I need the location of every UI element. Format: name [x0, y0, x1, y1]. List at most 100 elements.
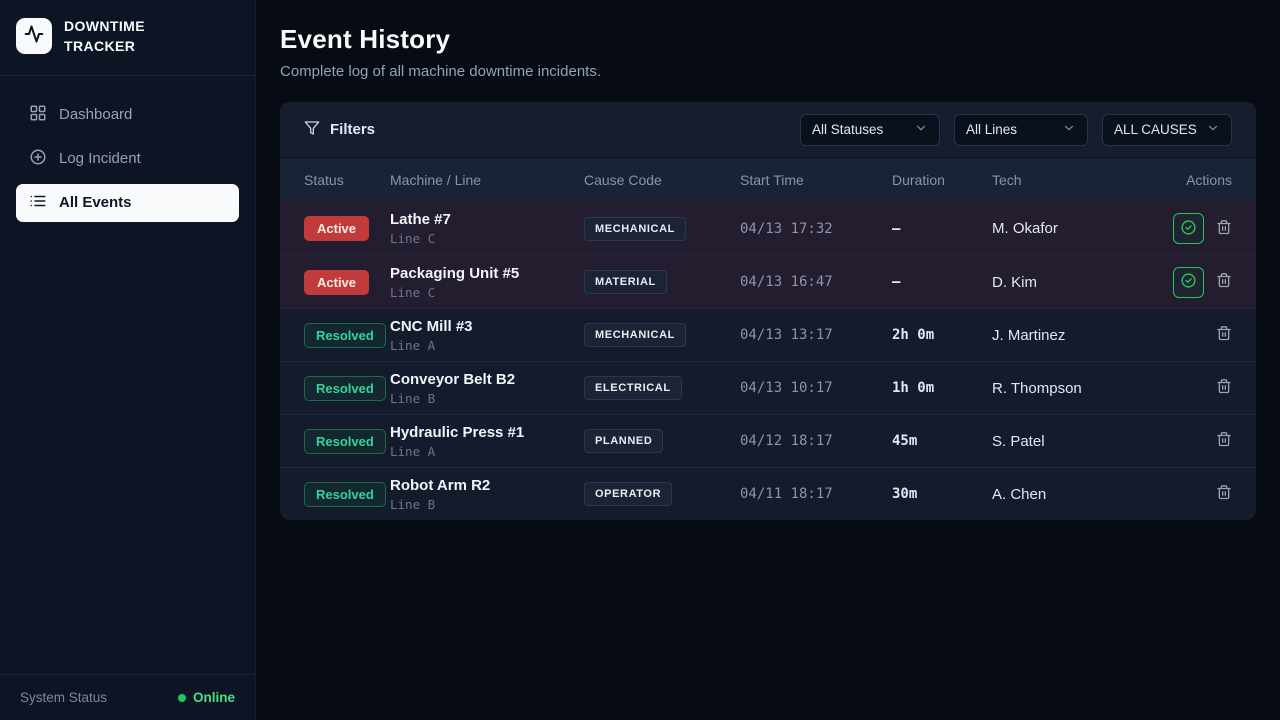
tech-name: D. Kim	[992, 273, 1037, 291]
chevron-down-icon	[1062, 121, 1076, 138]
machine-cell: Robot Arm R2 Line B	[390, 477, 584, 512]
plus-circle-icon	[29, 148, 47, 170]
status-badge: Resolved	[304, 428, 386, 454]
chevron-down-icon	[914, 121, 928, 138]
machine-line: Line C	[390, 284, 436, 300]
column-header-start: Start Time	[740, 172, 804, 188]
machine-name: Packaging Unit #5	[390, 264, 520, 282]
delete-button[interactable]	[1216, 484, 1232, 504]
page-subtitle: Complete log of all machine downtime inc…	[280, 63, 601, 80]
system-status-bar: System Status Online	[0, 674, 255, 720]
cause-code-badge: MECHANICAL	[584, 323, 686, 347]
status-badge: Resolved	[304, 322, 386, 348]
table-row: Resolved Hydraulic Press #1 Line A PLANN…	[280, 414, 1256, 467]
tech-name: A. Chen	[992, 485, 1047, 503]
table-row: Resolved Conveyor Belt B2 Line B ELECTRI…	[280, 361, 1256, 414]
cause-code-badge: ELECTRICAL	[584, 376, 682, 400]
cause-filter-select[interactable]: ALL CAUSES	[1102, 113, 1232, 146]
duration: 30m	[892, 486, 918, 502]
trash-icon	[1216, 484, 1232, 504]
main-content: Event History Complete log of all machin…	[256, 0, 1280, 720]
status-badge: Active	[304, 269, 370, 295]
start-time: 04/13 13:17	[740, 327, 833, 343]
duration: –	[892, 220, 901, 237]
tech-name: J. Martinez	[992, 326, 1066, 344]
online-status-badge: Online	[177, 690, 235, 705]
trash-icon	[1216, 272, 1232, 292]
cause-cell: PLANNED	[584, 429, 740, 453]
delete-button[interactable]	[1216, 219, 1232, 239]
tech-name: R. Thompson	[992, 379, 1082, 397]
cause-code-badge: MECHANICAL	[584, 216, 686, 241]
column-header-status: Status	[304, 172, 344, 188]
actions-cell	[1140, 325, 1232, 345]
sidebar-item-log-incident[interactable]: Log Incident	[16, 140, 239, 178]
actions-cell	[1140, 431, 1232, 451]
table-header: Status Machine / Line Cause Code Start T…	[280, 158, 1256, 202]
resolve-button[interactable]	[1173, 266, 1204, 298]
status-cell: Resolved	[304, 322, 390, 348]
online-dot-icon	[177, 693, 186, 702]
trash-icon	[1216, 325, 1232, 345]
events-card: Filters All Statuses All Lines ALL CAUSE…	[280, 102, 1256, 520]
sidebar-item-label: Log Incident	[59, 150, 141, 168]
app-title: DOWNTIME TRACKER	[64, 18, 145, 55]
machine-name: Hydraulic Press #1	[390, 423, 525, 441]
sidebar-item-label: All Events	[59, 194, 132, 212]
column-header-cause: Cause Code	[584, 172, 662, 188]
machine-line: Line B	[390, 496, 436, 512]
delete-button[interactable]	[1216, 431, 1232, 451]
line-filter-select[interactable]: All Lines	[954, 113, 1088, 146]
sidebar: DOWNTIME TRACKER Dashboard Log Incident …	[0, 0, 256, 720]
check-circle-icon	[1180, 272, 1197, 292]
resolve-button[interactable]	[1173, 213, 1204, 244]
brand: DOWNTIME TRACKER	[0, 0, 255, 76]
actions-cell	[1140, 484, 1232, 504]
cause-cell: OPERATOR	[584, 482, 740, 506]
filter-controls: All Statuses All Lines ALL CAUSES	[800, 113, 1232, 146]
sidebar-item-all-events[interactable]: All Events	[16, 183, 239, 222]
machine-line: Line A	[390, 337, 436, 353]
machine-name: Robot Arm R2	[390, 476, 491, 494]
machine-cell: Lathe #7 Line C	[390, 211, 584, 246]
status-cell: Resolved	[304, 375, 390, 401]
column-header-actions: Actions	[1186, 172, 1232, 188]
duration: 1h 0m	[892, 380, 935, 396]
cause-cell: ELECTRICAL	[584, 376, 740, 400]
machine-name: CNC Mill #3	[390, 317, 473, 335]
trash-icon	[1216, 378, 1232, 398]
actions-cell	[1140, 213, 1232, 244]
actions-cell	[1140, 266, 1232, 298]
delete-button[interactable]	[1216, 272, 1232, 292]
activity-pulse-icon	[24, 24, 44, 49]
system-status-label: System Status	[20, 690, 108, 705]
sidebar-nav: Dashboard Log Incident All Events	[0, 96, 255, 222]
column-header-machine: Machine / Line	[390, 172, 482, 188]
funnel-icon	[304, 120, 320, 140]
table-row: Resolved CNC Mill #3 Line A MECHANICAL 0…	[280, 308, 1256, 361]
status-cell: Active	[304, 269, 390, 295]
status-filter-select[interactable]: All Statuses	[800, 113, 940, 146]
delete-button[interactable]	[1216, 378, 1232, 398]
dashboard-grid-icon	[29, 104, 47, 126]
tech-name: S. Patel	[992, 432, 1045, 450]
table-body: Active Lathe #7 Line C MECHANICAL 04/13 …	[280, 202, 1256, 520]
machine-cell: Packaging Unit #5 Line C	[390, 265, 584, 300]
sidebar-item-dashboard[interactable]: Dashboard	[16, 96, 239, 134]
tech-name: M. Okafor	[992, 220, 1058, 237]
cause-cell: MATERIAL	[584, 270, 740, 294]
duration: –	[892, 274, 901, 290]
machine-line: Line C	[390, 231, 436, 246]
cause-code-badge: PLANNED	[584, 429, 664, 453]
cause-code-badge: OPERATOR	[584, 482, 673, 506]
chevron-down-icon	[1206, 121, 1220, 138]
machine-cell: Conveyor Belt B2 Line B	[390, 371, 584, 406]
machine-name: Lathe #7	[390, 211, 451, 228]
machine-line: Line A	[390, 443, 436, 459]
status-badge: Resolved	[304, 375, 386, 401]
delete-button[interactable]	[1216, 325, 1232, 345]
status-cell: Resolved	[304, 428, 390, 454]
machine-name: Conveyor Belt B2	[390, 370, 516, 388]
list-icon	[29, 192, 47, 214]
filters-label: Filters	[304, 120, 375, 140]
